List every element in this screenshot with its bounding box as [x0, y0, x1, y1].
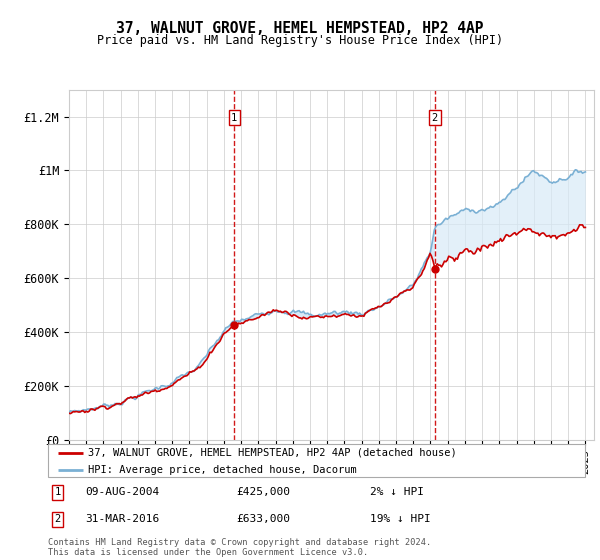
- Text: £425,000: £425,000: [236, 487, 290, 497]
- Text: HPI: Average price, detached house, Dacorum: HPI: Average price, detached house, Daco…: [88, 465, 357, 475]
- Text: £633,000: £633,000: [236, 514, 290, 524]
- Text: 19% ↓ HPI: 19% ↓ HPI: [370, 514, 431, 524]
- Text: 09-AUG-2004: 09-AUG-2004: [86, 487, 160, 497]
- Text: 2: 2: [431, 113, 438, 123]
- Text: 37, WALNUT GROVE, HEMEL HEMPSTEAD, HP2 4AP: 37, WALNUT GROVE, HEMEL HEMPSTEAD, HP2 4…: [116, 21, 484, 36]
- Text: 2% ↓ HPI: 2% ↓ HPI: [370, 487, 424, 497]
- Text: 2: 2: [55, 514, 61, 524]
- Text: 31-MAR-2016: 31-MAR-2016: [86, 514, 160, 524]
- Text: Contains HM Land Registry data © Crown copyright and database right 2024.
This d: Contains HM Land Registry data © Crown c…: [48, 538, 431, 557]
- Text: Price paid vs. HM Land Registry's House Price Index (HPI): Price paid vs. HM Land Registry's House …: [97, 34, 503, 46]
- FancyBboxPatch shape: [48, 444, 585, 477]
- Text: 1: 1: [55, 487, 61, 497]
- Text: 1: 1: [231, 113, 238, 123]
- Text: 37, WALNUT GROVE, HEMEL HEMPSTEAD, HP2 4AP (detached house): 37, WALNUT GROVE, HEMEL HEMPSTEAD, HP2 4…: [88, 447, 457, 458]
